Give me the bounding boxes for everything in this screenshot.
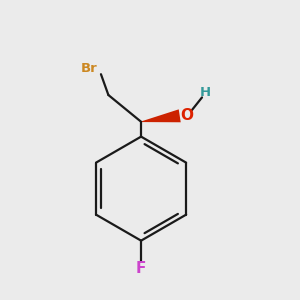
Polygon shape (141, 110, 181, 122)
Text: H: H (200, 85, 211, 98)
Text: Br: Br (81, 62, 98, 75)
Text: O: O (181, 108, 194, 123)
Text: F: F (136, 261, 146, 276)
